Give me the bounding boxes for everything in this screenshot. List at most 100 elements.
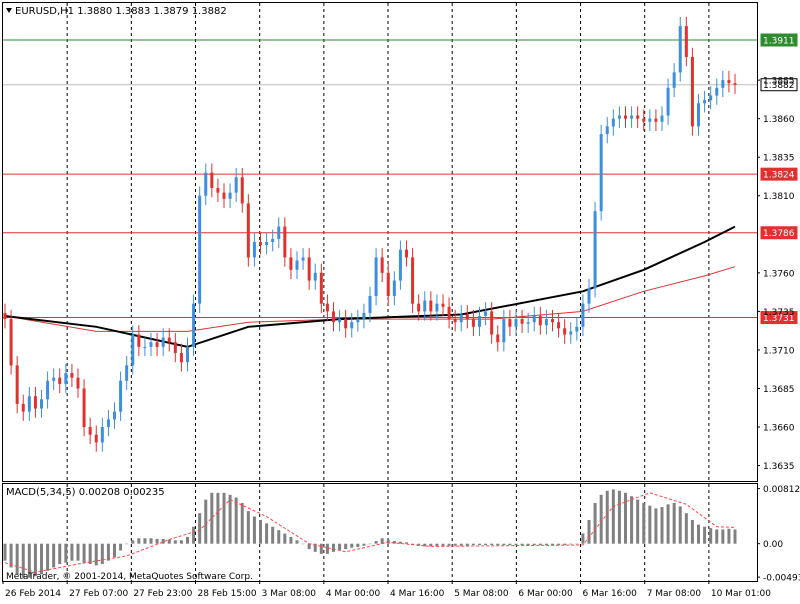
price-tick-label: 1.3685 <box>763 385 795 395</box>
macd-bar <box>478 544 481 545</box>
candle-body <box>101 427 104 442</box>
macd-bar <box>575 544 578 545</box>
macd-bar <box>58 544 61 564</box>
macd-bar <box>606 491 609 544</box>
macd-bar <box>119 544 122 551</box>
macd-bar <box>52 544 55 568</box>
macd-bar <box>186 537 189 544</box>
candle-body <box>289 257 292 269</box>
candle-body <box>271 239 274 242</box>
macd-bar <box>180 540 183 543</box>
macd-bar <box>350 544 353 548</box>
macd-tick-label: 0.00 <box>763 540 783 550</box>
candle-body <box>64 373 67 384</box>
candle-body <box>277 227 280 239</box>
macd-bar <box>691 520 694 544</box>
candle-body <box>198 196 201 304</box>
price-tick-label: 1.3660 <box>763 424 795 434</box>
candle-body <box>405 250 408 258</box>
candle-body <box>721 80 724 88</box>
candle-body <box>70 373 73 378</box>
candle-body <box>496 335 499 343</box>
candle-body <box>344 319 347 328</box>
candle-body <box>569 331 572 334</box>
candle-body <box>411 257 414 303</box>
candle-body <box>703 100 706 103</box>
macd-tick-label: 0.00812 <box>763 485 800 495</box>
candle-body <box>308 257 311 280</box>
candle-body <box>606 126 609 134</box>
candle-body <box>667 88 670 116</box>
macd-header: MACD(5,34,5) 0.00208 0.00235 <box>6 487 165 498</box>
macd-bar <box>77 544 80 561</box>
candle-body <box>502 319 505 342</box>
candle-body <box>326 304 329 312</box>
macd-bar <box>156 539 159 544</box>
candle-body <box>253 242 256 257</box>
macd-bar <box>648 506 651 544</box>
candle-body <box>332 311 335 322</box>
candle-body <box>618 116 621 119</box>
time-tick-label: 27 Feb 07:00 <box>69 589 128 599</box>
candle-body <box>89 427 92 435</box>
macd-bar <box>296 540 299 543</box>
macd-bar <box>496 544 499 545</box>
candle-body <box>302 257 305 260</box>
macd-bar <box>569 544 572 545</box>
macd-bar <box>70 544 73 561</box>
candle-body <box>137 335 140 347</box>
time-tick-label: 27 Feb 23:00 <box>133 589 192 599</box>
candle-body <box>216 188 219 193</box>
macd-bar <box>174 540 177 543</box>
macd-bar <box>253 517 256 544</box>
candle-body <box>454 319 457 322</box>
macd-bar <box>131 540 134 543</box>
candle-body <box>387 273 390 296</box>
candle-body <box>156 342 159 347</box>
candle-body <box>314 273 317 281</box>
candle-body <box>369 296 372 313</box>
candle-body <box>143 347 146 348</box>
macd-bar <box>581 534 584 544</box>
price-tick-label: 1.3635 <box>763 462 795 472</box>
macd-bar <box>667 504 670 543</box>
time-tick-label: 10 Mar 01:00 <box>711 589 771 599</box>
macd-bar <box>101 544 104 564</box>
macd-bar <box>16 544 19 575</box>
copyright-text: MetaTrader, © 2001-2014, MetaQuotes Soft… <box>6 572 253 582</box>
candle-body <box>423 301 426 312</box>
candle-body <box>484 311 487 316</box>
candle-body <box>58 378 61 384</box>
macd-bar <box>630 496 633 543</box>
macd-bar <box>703 527 706 544</box>
candle-body <box>320 273 323 304</box>
candle-body <box>515 319 518 327</box>
candle-body <box>508 319 511 327</box>
macd-bar <box>283 534 286 544</box>
candle-body <box>265 242 268 245</box>
candle-body <box>734 83 737 85</box>
candle-body <box>174 342 177 353</box>
macd-bar <box>271 527 274 544</box>
macd-bar <box>600 495 603 544</box>
candle-body <box>654 119 657 122</box>
macd-bar <box>229 495 232 544</box>
macd-bar <box>490 544 493 545</box>
candle-body <box>490 311 493 334</box>
candle-body <box>478 316 481 327</box>
macd-bar <box>198 513 201 544</box>
time-tick-label: 5 Mar 08:00 <box>454 589 509 599</box>
macd-bar <box>381 538 384 543</box>
macd-bar <box>113 544 116 558</box>
macd-bar <box>40 544 43 575</box>
macd-bar <box>654 508 657 543</box>
macd-bar <box>247 511 250 544</box>
candle-body <box>551 319 554 322</box>
candle-body <box>697 103 700 126</box>
candle-body <box>10 319 13 365</box>
candle-body <box>40 399 43 408</box>
candle-body <box>150 342 153 347</box>
macd-bar <box>259 520 262 544</box>
